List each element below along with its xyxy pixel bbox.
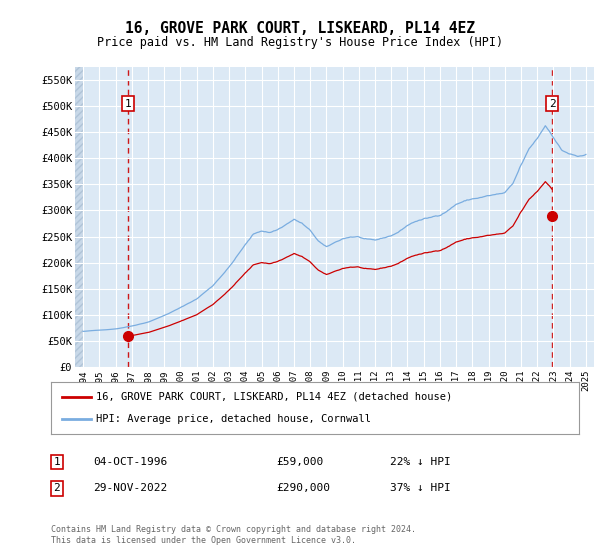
Text: Contains HM Land Registry data © Crown copyright and database right 2024.
This d: Contains HM Land Registry data © Crown c… [51,525,416,545]
Text: 22% ↓ HPI: 22% ↓ HPI [390,457,451,467]
Text: 37% ↓ HPI: 37% ↓ HPI [390,483,451,493]
Text: £59,000: £59,000 [276,457,323,467]
Text: HPI: Average price, detached house, Cornwall: HPI: Average price, detached house, Corn… [96,414,371,424]
Text: 1: 1 [124,99,131,109]
Text: 2: 2 [549,99,556,109]
Text: 16, GROVE PARK COURT, LISKEARD, PL14 4EZ: 16, GROVE PARK COURT, LISKEARD, PL14 4EZ [125,21,475,36]
Text: Price paid vs. HM Land Registry's House Price Index (HPI): Price paid vs. HM Land Registry's House … [97,36,503,49]
Text: 29-NOV-2022: 29-NOV-2022 [93,483,167,493]
Text: 1: 1 [53,457,61,467]
Text: 2: 2 [53,483,61,493]
Text: £290,000: £290,000 [276,483,330,493]
Text: 16, GROVE PARK COURT, LISKEARD, PL14 4EZ (detached house): 16, GROVE PARK COURT, LISKEARD, PL14 4EZ… [96,391,452,402]
Bar [75,67,84,367]
Text: 04-OCT-1996: 04-OCT-1996 [93,457,167,467]
